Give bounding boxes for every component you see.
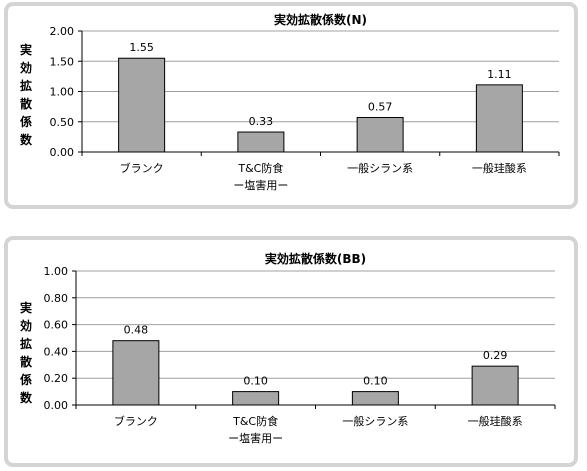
category-label: T&C防食 <box>237 161 283 175</box>
y-tick-label: 0.50 <box>50 116 75 129</box>
chart-n: 実効拡散係数(N) 0.00 0.50 1.00 1.50 2.00 実効拡散係数 1.55 ブ… <box>20 12 560 192</box>
y-tick-label: 0.20 <box>44 372 69 385</box>
data-label: 0.10 <box>363 375 388 388</box>
chart-title: 実効拡散係数(N) <box>274 12 367 27</box>
y-axis-label-char: 効 <box>20 318 32 333</box>
y-tick-label: 2.00 <box>50 25 75 38</box>
y-axis-label-char: 拡 <box>20 78 32 93</box>
y-axis-label-char: 実 <box>20 300 32 315</box>
y-tick-label: 0.00 <box>50 146 75 159</box>
data-label: 0.48 <box>124 324 149 337</box>
chart-title: 実効拡散係数(BB) <box>265 251 366 266</box>
category-label: ブランク <box>114 414 158 428</box>
bar <box>475 84 523 153</box>
chart-panel-bb: 実効拡散係数(BB) 0.00 0.20 0.40 0.60 0.80 1.00 実効拡散係数… <box>4 236 578 467</box>
y-tick-label: 1.00 <box>50 86 75 99</box>
category-label: ブランク <box>120 161 164 175</box>
data-label: 1.55 <box>129 41 154 54</box>
y-tick-label: 1.00 <box>44 265 69 278</box>
y-tick-label: 0.40 <box>44 345 69 358</box>
y-tick-label: 0.60 <box>44 319 69 332</box>
y-tick-label: 1.50 <box>50 55 75 68</box>
y-tick-label: 0.80 <box>44 292 69 305</box>
data-label: 0.33 <box>249 115 274 128</box>
y-tick-label: 0.00 <box>44 399 69 412</box>
bar <box>471 365 519 406</box>
y-axis-label-char: 効 <box>20 60 32 75</box>
bar <box>351 391 399 406</box>
data-label: 1.11 <box>487 68 512 81</box>
category-label: ー塩害用ー <box>233 178 288 192</box>
bar <box>237 131 285 153</box>
category-label: T&C防食 <box>232 414 278 428</box>
category-label: 一般珪酸系 <box>468 414 523 428</box>
chart-panel-n: 実効拡散係数(N) 0.00 0.50 1.00 1.50 2.00 実効拡散係数 1.55 ブ… <box>4 2 578 209</box>
data-label: 0.29 <box>483 349 508 362</box>
y-axis-label-char: 実 <box>20 42 32 57</box>
y-axis-label-char: 散 <box>20 96 33 111</box>
bar <box>356 117 404 153</box>
category-label: 一般シラン系 <box>342 415 408 428</box>
y-axis-label-char: 散 <box>20 354 33 369</box>
y-axis-label-char: 数 <box>20 390 33 405</box>
y-axis-label-char: 数 <box>20 132 33 147</box>
y-axis-label-char: 係 <box>20 372 32 387</box>
bar <box>118 57 166 153</box>
category-label: 一般珪酸系 <box>472 161 527 175</box>
y-axis-label-char: 係 <box>20 114 32 129</box>
data-label: 0.57 <box>368 101 393 114</box>
bar <box>232 391 280 406</box>
bar <box>112 340 160 406</box>
category-label: 一般シラン系 <box>347 162 413 175</box>
chart-bb: 実効拡散係数(BB) 0.00 0.20 0.40 0.60 0.80 1.00 実効拡散係数… <box>20 251 556 445</box>
category-label: ー塩害用ー <box>228 431 283 445</box>
y-axis-label-char: 拡 <box>20 336 32 351</box>
data-label: 0.10 <box>243 375 268 388</box>
